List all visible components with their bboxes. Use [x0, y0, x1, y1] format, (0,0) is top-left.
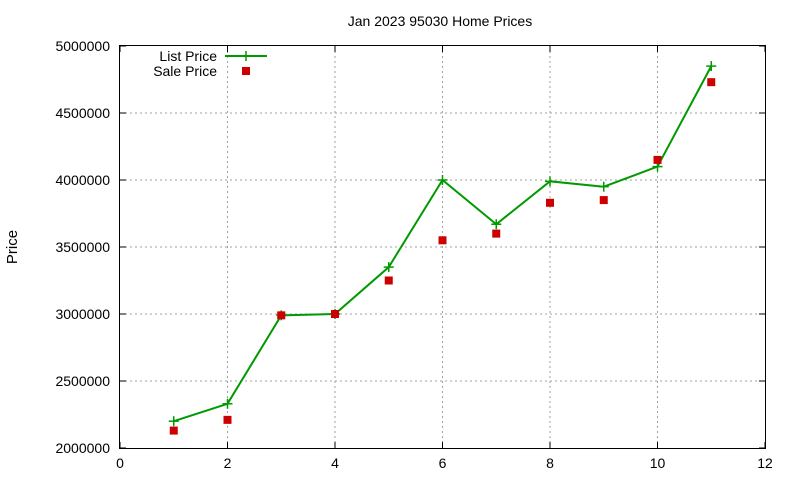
x-tick-label: 4 [331, 455, 339, 471]
sale-price-point [331, 310, 339, 318]
sale-price-point [599, 196, 608, 205]
legend-sale-price-marker [242, 67, 250, 75]
x-tick-label: 6 [439, 455, 447, 471]
list-price-point [168, 416, 179, 427]
list-price-point [437, 175, 448, 185]
sale-price-point [492, 229, 501, 238]
sale-price-point [223, 415, 232, 424]
sale-price-point [169, 426, 178, 435]
chart-title: Jan 2023 95030 Home Prices [348, 13, 532, 29]
y-tick-label: 4500000 [55, 105, 110, 121]
sale-price-point [546, 198, 554, 207]
legend-sale-price-label: Sale Price [153, 63, 217, 79]
x-tick-label: 8 [546, 455, 554, 471]
list-price-point [383, 262, 394, 273]
list-price-point [491, 219, 502, 230]
list-price-point [706, 61, 717, 72]
sale-price-point [653, 155, 662, 164]
y-tick-label: 2000000 [55, 440, 110, 456]
x-tick-label: 12 [757, 455, 773, 471]
x-tick-label: 10 [650, 455, 666, 471]
legend-list-price-marker [241, 51, 251, 61]
sale-price-point [438, 236, 447, 245]
y-axis-label: Price [4, 230, 21, 264]
sale-price-point [277, 311, 286, 320]
legend-list-price-label: List Price [159, 48, 217, 64]
grid-lines [120, 46, 765, 448]
y-tick-label: 5000000 [55, 38, 110, 54]
list-price-point [545, 176, 555, 187]
y-tick-label: 4000000 [55, 172, 110, 188]
sale-price-point [707, 78, 716, 87]
axis-ticks: 0 2 4 6 8 10 12 2000000 2500000 3000000 3500000 400… [55, 38, 773, 471]
y-tick-label: 3000000 [55, 306, 110, 322]
x-tick-label: 2 [224, 455, 232, 471]
x-tick-label: 0 [116, 455, 124, 471]
y-tick-label: 2500000 [55, 373, 110, 389]
list-price-point [598, 181, 609, 192]
y-tick-label: 3500000 [55, 239, 110, 255]
sale-price-point [384, 276, 393, 285]
list-price-point [222, 398, 233, 409]
series-layer [168, 61, 717, 435]
plot-frame [119, 45, 766, 449]
